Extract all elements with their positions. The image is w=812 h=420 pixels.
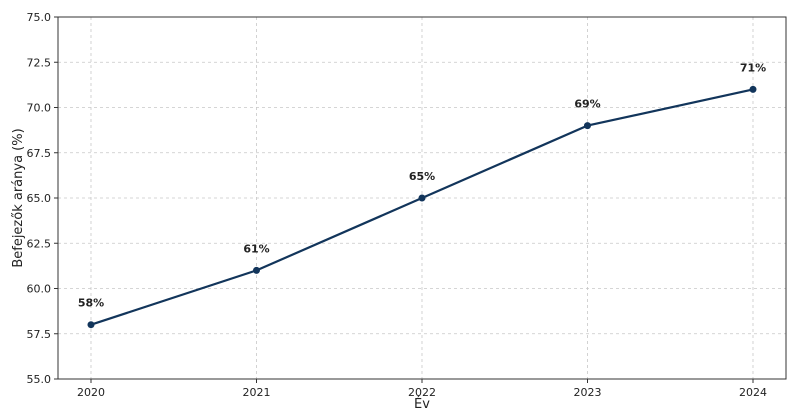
data-label: 71% [740, 61, 766, 74]
series: 58% 61% 65% 69% 71% [78, 61, 766, 329]
x-tick-label: 2021 [243, 386, 271, 399]
plot-frame [57, 16, 787, 380]
y-tick-label: 67.5 [27, 147, 52, 160]
y-tick-label: 60.0 [27, 283, 52, 296]
data-label: 65% [409, 170, 435, 183]
x-tick-label: 2024 [739, 386, 767, 399]
y-tick-label: 55.0 [27, 373, 52, 386]
data-point [418, 194, 426, 202]
y-tick-label: 57.5 [27, 328, 52, 341]
y-tick-label: 62.5 [27, 237, 52, 250]
axes: 55.0 57.5 60.0 62.5 65.0 67.5 70.0 72.5 75.0 2020… [27, 11, 787, 399]
x-tick-label: 2020 [77, 386, 105, 399]
data-point [749, 85, 757, 93]
data-label: 61% [243, 242, 269, 255]
data-label: 69% [574, 98, 600, 111]
data-point [87, 321, 95, 329]
data-label: 58% [78, 297, 104, 310]
y-tick-label: 65.0 [27, 192, 52, 205]
y-tick-label: 70.0 [27, 102, 52, 115]
y-tick-label: 72.5 [27, 56, 52, 69]
x-axis-title: Év [414, 396, 430, 412]
x-tick-label: 2023 [574, 386, 602, 399]
y-tick-label: 75.0 [27, 11, 52, 24]
x-tick-label: 2022 [408, 386, 436, 399]
y-axis-title: Befejezők aránya (%) [11, 128, 26, 267]
data-point [253, 266, 260, 274]
data-point [584, 122, 591, 130]
